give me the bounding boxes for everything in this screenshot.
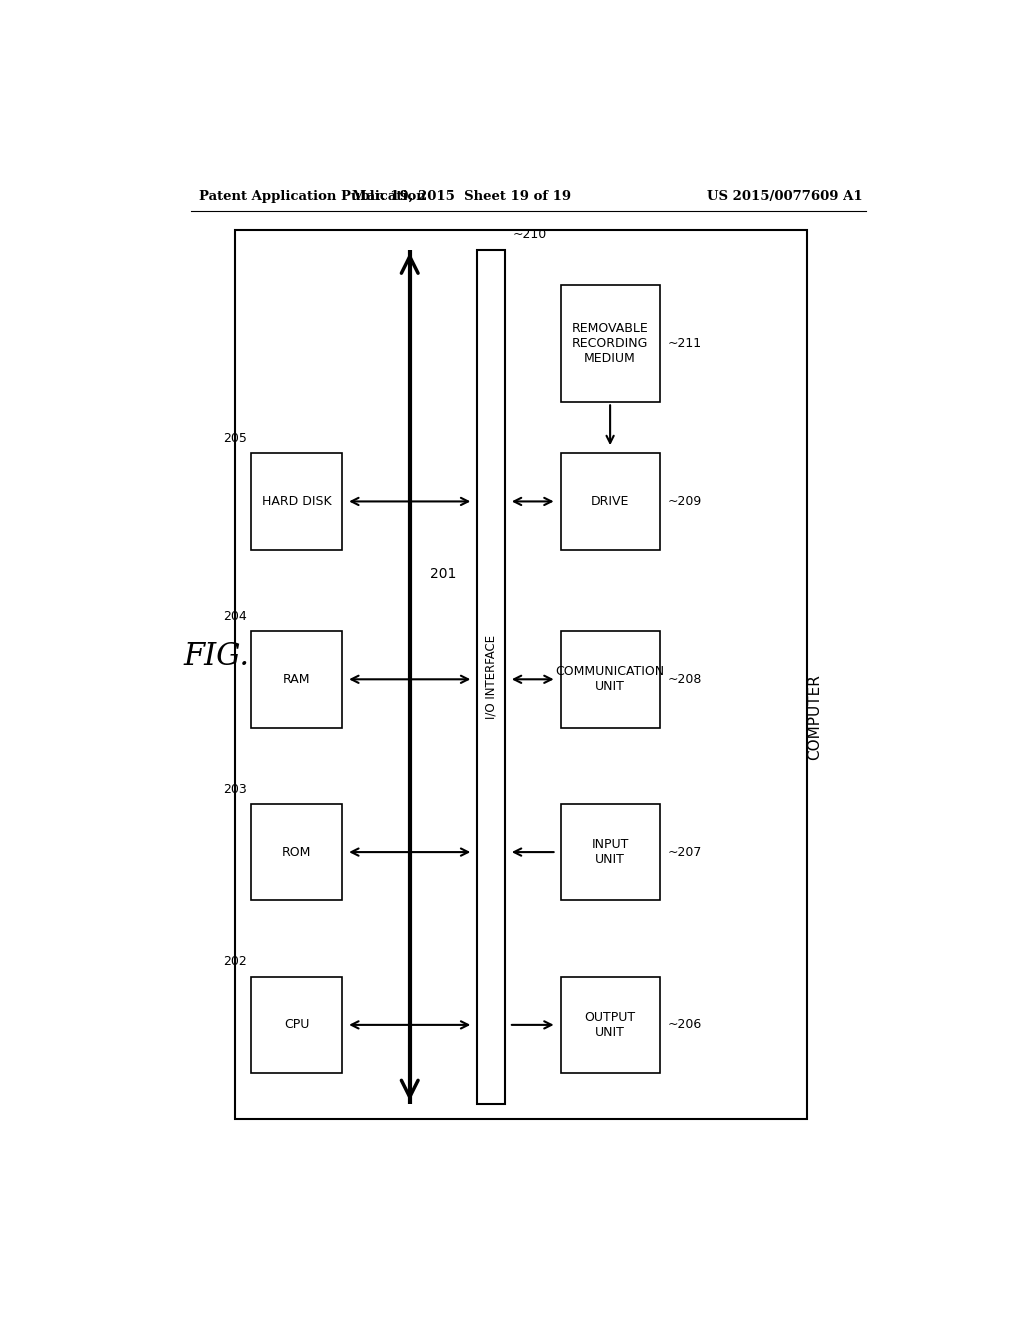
Text: 202: 202 [223, 956, 247, 969]
Bar [560, 804, 659, 900]
Text: ~209: ~209 [668, 495, 701, 508]
Bar [477, 249, 505, 1104]
Text: ~206: ~206 [668, 1019, 701, 1031]
Bar [560, 631, 659, 727]
Text: 204: 204 [223, 610, 247, 623]
Text: US 2015/0077609 A1: US 2015/0077609 A1 [708, 190, 863, 202]
Text: ~207: ~207 [668, 846, 702, 858]
Bar [251, 804, 342, 900]
Bar [251, 453, 342, 549]
Text: ~208: ~208 [668, 673, 702, 686]
Text: I/O INTERFACE: I/O INTERFACE [484, 635, 498, 719]
Text: ~210: ~210 [513, 228, 547, 242]
Bar [560, 285, 659, 403]
Text: 205: 205 [223, 432, 247, 445]
Bar [236, 230, 807, 1119]
Text: CPU: CPU [284, 1019, 309, 1031]
Text: FIG. 19: FIG. 19 [183, 642, 298, 672]
Bar [560, 977, 659, 1073]
Text: COMPUTER: COMPUTER [807, 675, 822, 760]
Text: DRIVE: DRIVE [591, 495, 630, 508]
Text: ~211: ~211 [668, 338, 701, 350]
Text: 203: 203 [223, 783, 247, 796]
Text: HARD DISK: HARD DISK [262, 495, 332, 508]
Text: Patent Application Publication: Patent Application Publication [200, 190, 426, 202]
Bar [560, 453, 659, 549]
Text: 201: 201 [430, 568, 456, 581]
Bar [251, 631, 342, 727]
Bar [251, 977, 342, 1073]
Text: OUTPUT
UNIT: OUTPUT UNIT [585, 1011, 636, 1039]
Text: Mar. 19, 2015  Sheet 19 of 19: Mar. 19, 2015 Sheet 19 of 19 [352, 190, 570, 202]
Text: RAM: RAM [283, 673, 310, 686]
Text: COMMUNICATION
UNIT: COMMUNICATION UNIT [556, 665, 665, 693]
Text: ROM: ROM [282, 846, 311, 858]
Text: REMOVABLE
RECORDING
MEDIUM: REMOVABLE RECORDING MEDIUM [571, 322, 648, 366]
Text: INPUT
UNIT: INPUT UNIT [592, 838, 629, 866]
